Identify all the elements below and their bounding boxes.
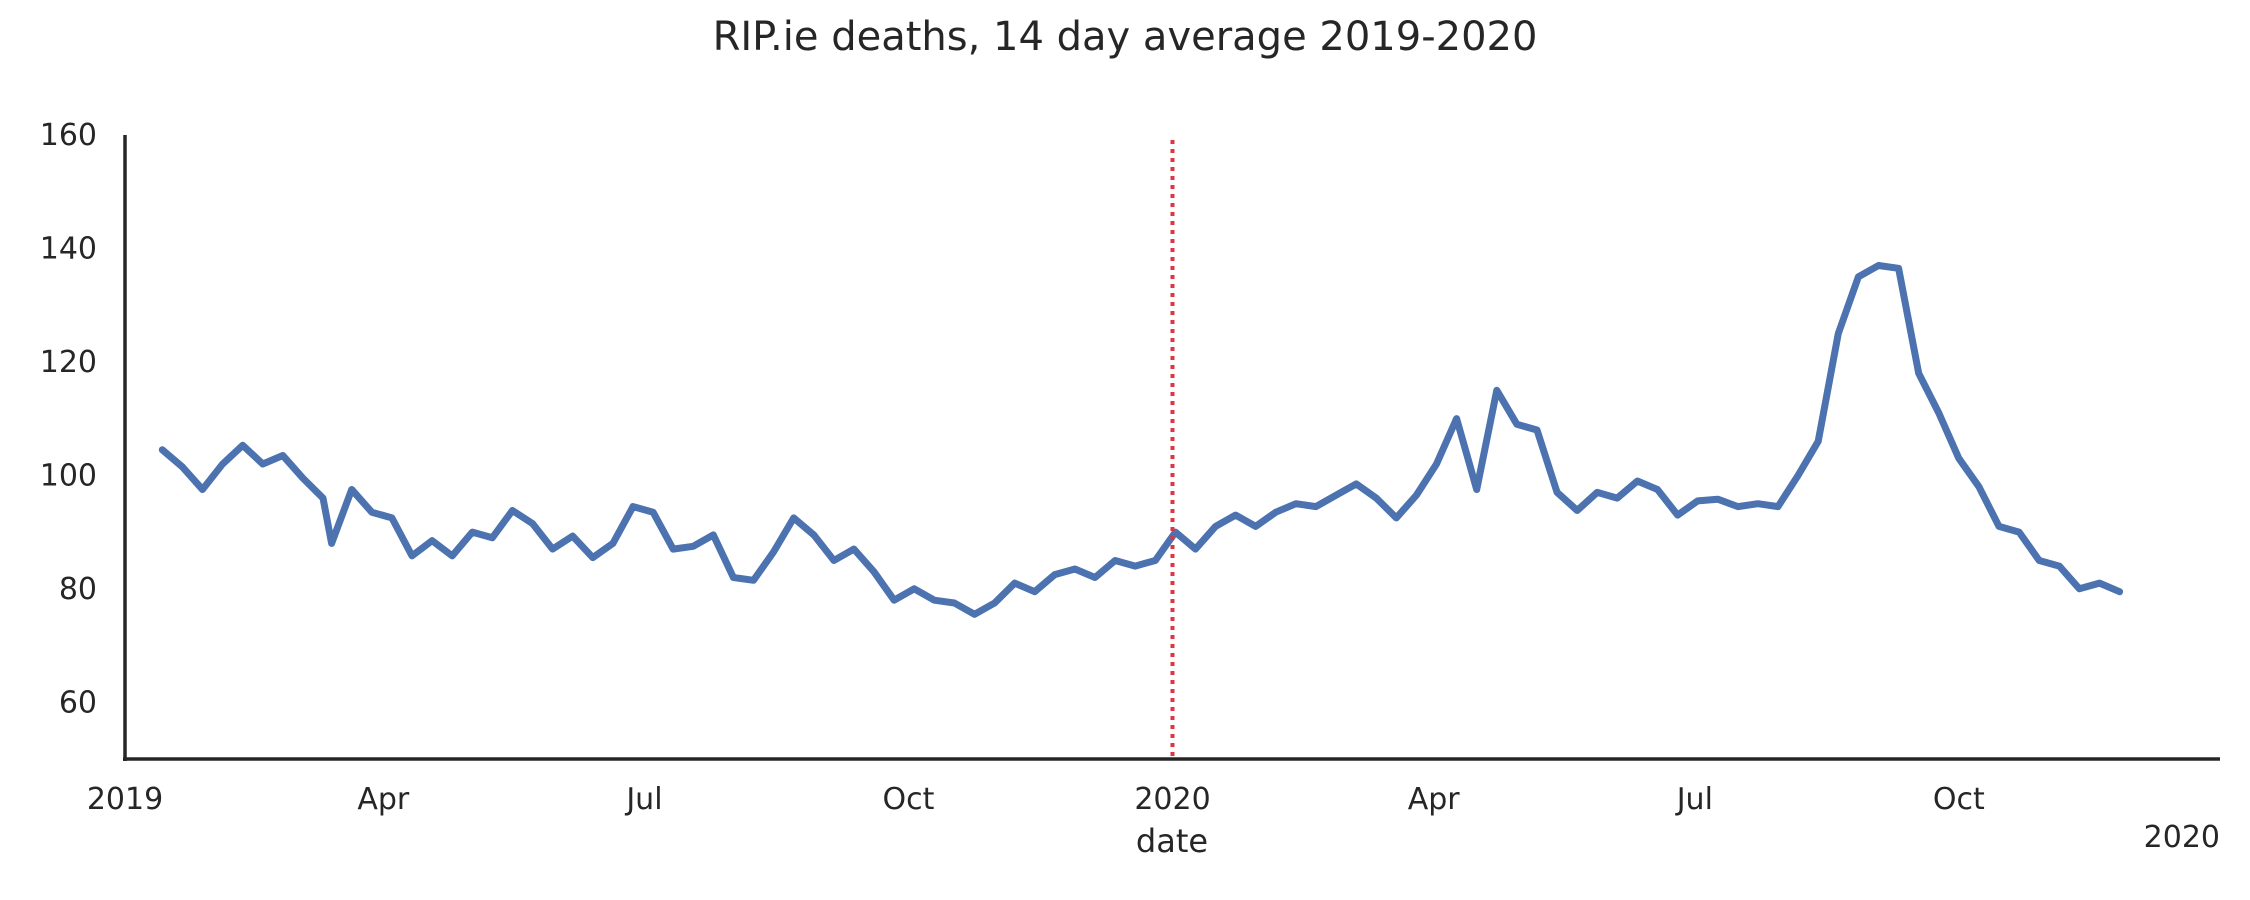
y-axis-ticks: 60 80 100 120 140 160	[40, 118, 97, 720]
x-tick-label: 2019	[87, 782, 163, 817]
x-tick-label: Apr	[1408, 782, 1461, 817]
y-tick-label: 60	[59, 685, 97, 720]
x-axis-label: date	[1136, 822, 1208, 860]
x-axis-offset-label: 2020	[2144, 820, 2220, 855]
chart-title: RIP.ie deaths, 14 day average 2019-2020	[713, 14, 1538, 60]
y-tick-label: 80	[59, 572, 97, 607]
y-tick-label: 120	[40, 345, 97, 380]
x-tick-label: Jul	[624, 782, 662, 817]
x-tick-label: Apr	[357, 782, 410, 817]
x-tick-label: 2020	[1134, 782, 1210, 817]
x-tick-label: Oct	[1933, 782, 1985, 817]
y-tick-label: 160	[40, 118, 97, 153]
x-tick-label: Jul	[1675, 782, 1713, 817]
plot-area	[158, 140, 2124, 759]
y-tick-label: 100	[40, 458, 97, 493]
y-tick-label: 140	[40, 231, 97, 266]
series-line-0	[158, 262, 2124, 618]
x-tick-label: Oct	[883, 782, 935, 817]
x-axis-ticks: 2019 Apr Jul Oct 2020 Apr Jul Oct	[87, 782, 1985, 817]
